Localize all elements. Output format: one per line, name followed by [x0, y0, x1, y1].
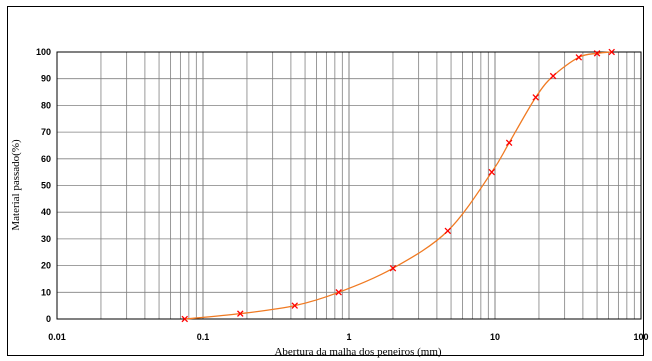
- data-point-stroke: [505, 139, 513, 147]
- data-point-stroke: [181, 315, 189, 323]
- data-point: [291, 302, 299, 309]
- data-point-stroke: [488, 168, 496, 176]
- data-point-stroke: [608, 48, 615, 56]
- data-point: [549, 72, 557, 80]
- data-point-stroke: [549, 72, 557, 80]
- data-point: [181, 315, 189, 323]
- y-tick-label: 10: [41, 287, 51, 297]
- data-point-stroke: [444, 227, 452, 235]
- y-tick-label: 90: [41, 74, 51, 84]
- data-point: [575, 54, 583, 61]
- data-point: [608, 48, 615, 56]
- x-tick-labels: 0.01 0.1 1 10 100: [48, 332, 648, 342]
- y-tick-label: 80: [41, 100, 51, 110]
- data-point-stroke: [593, 50, 601, 57]
- data-point: [444, 227, 452, 235]
- data-point: [237, 310, 244, 317]
- y-tick-label: 0: [46, 314, 51, 324]
- plot-border: [56, 51, 642, 320]
- x-tick-label: 0.01: [48, 332, 66, 342]
- data-point: [505, 139, 513, 147]
- grid: [56, 51, 641, 320]
- y-axis-title: Material passado(%): [10, 139, 22, 231]
- y-tick-label: 40: [41, 207, 51, 217]
- series-group: [181, 48, 615, 323]
- data-point-stroke: [291, 302, 299, 309]
- data-point: [488, 168, 496, 176]
- y-tick-label: 70: [41, 127, 51, 137]
- x-tick-label: 1: [346, 332, 351, 342]
- y-tick-label: 50: [41, 181, 51, 191]
- y-tick-labels: 0 10 20 30 40 50 60 70 80 90 100: [36, 47, 51, 324]
- y-tick-label: 30: [41, 234, 51, 244]
- data-point: [389, 265, 397, 272]
- y-tick-label: 100: [36, 47, 51, 57]
- x-axis-title: Abertura da malha dos peneiros (mm): [274, 346, 441, 358]
- x-tick-label: 0.1: [197, 332, 210, 342]
- x-tick-label: 10: [490, 332, 500, 342]
- data-point: [335, 289, 342, 296]
- data-point-stroke: [532, 94, 539, 101]
- data-point-stroke: [335, 289, 342, 296]
- data-point-stroke: [389, 265, 397, 272]
- data-point-stroke: [575, 54, 583, 61]
- y-tick-label: 60: [41, 154, 51, 164]
- y-tick-label: 20: [41, 261, 51, 271]
- data-point: [593, 50, 601, 57]
- x-tick-label: 100: [633, 332, 648, 342]
- plot-area-border: [56, 51, 642, 320]
- data-point: [532, 94, 539, 101]
- data-point-stroke: [237, 310, 244, 317]
